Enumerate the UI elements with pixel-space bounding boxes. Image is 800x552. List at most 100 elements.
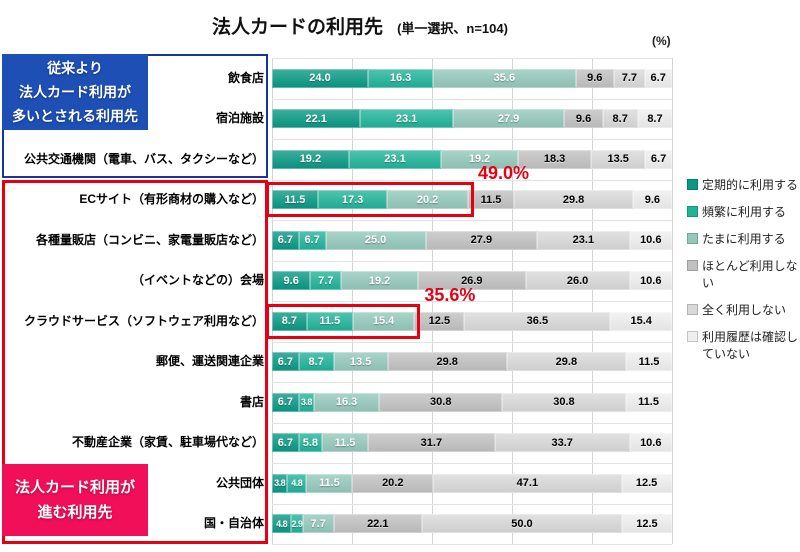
bar-segment: 19.2 xyxy=(441,149,518,169)
bar-segment: 12.5 xyxy=(621,514,672,534)
gridline-horizontal xyxy=(272,544,672,545)
bar-segment: 9.6 xyxy=(272,271,311,291)
callout-line: 法人カード利用が xyxy=(14,479,135,496)
bar-segment: 7.7 xyxy=(302,514,334,534)
legend-swatch xyxy=(687,206,698,217)
legend-swatch xyxy=(687,304,698,315)
bar-segment: 26.0 xyxy=(525,271,630,291)
legend-item: 全く利用しない xyxy=(687,302,799,319)
legend-item: たまに利用する xyxy=(687,231,799,248)
bar-segment: 19.2 xyxy=(341,271,418,291)
legend-label: 利用履歴は確認していない xyxy=(702,330,799,361)
bar-segment: 27.9 xyxy=(425,230,538,250)
bar-segment: 12.5 xyxy=(621,473,672,493)
legend-item: 頻繁に利用する xyxy=(687,204,799,221)
gridline-horizontal xyxy=(272,58,672,59)
chart-title: 法人カードの利用先 xyxy=(212,17,384,38)
gridline-horizontal xyxy=(272,98,672,100)
unit-label: (%) xyxy=(652,34,671,48)
bar-segment: 6.7 xyxy=(644,68,672,88)
bar-segment: 9.6 xyxy=(633,190,672,210)
bar-segment: 8.7 xyxy=(272,311,307,331)
bar-segment: 20.2 xyxy=(352,473,434,493)
legend-swatch xyxy=(687,233,698,244)
bar-segment: 23.1 xyxy=(360,109,453,129)
bar-segment: 4.8 xyxy=(272,514,292,534)
category-label: 宿泊施設 xyxy=(215,111,264,126)
bar-segment: 11.5 xyxy=(321,433,368,453)
bar-segment: 11.5 xyxy=(625,352,672,372)
bar-segment: 6.7 xyxy=(272,433,299,453)
bar-segment: 7.7 xyxy=(613,68,645,88)
legend-swatch xyxy=(687,260,698,271)
legend-label: 全く利用しない xyxy=(702,303,787,317)
legend-item: ほとんど利用しない xyxy=(687,258,799,292)
callout-line: 多いとされる利用先 xyxy=(12,108,138,124)
bar-segment: 19.2 xyxy=(272,149,349,169)
legend-label: 頻繁に利用する xyxy=(702,205,787,219)
callout-line: 法人カード利用が xyxy=(19,84,131,100)
bar-segment: 11.5 xyxy=(625,392,672,412)
bar-segment: 6.7 xyxy=(272,392,299,412)
bar-segment: 3.8 xyxy=(298,392,314,412)
bar-segment: 6.7 xyxy=(298,230,326,250)
bar-segment: 29.8 xyxy=(506,352,626,372)
bar-row: 6.7 3.8 16.3 30.8 30.8 11.5 xyxy=(272,392,672,412)
bar-segment: 17.3 xyxy=(318,190,388,210)
bar-segment: 33.7 xyxy=(494,433,630,453)
gridline-horizontal xyxy=(272,382,672,383)
bar-segment: 11.5 xyxy=(306,473,353,493)
legend-swatch xyxy=(687,331,698,342)
bar-row: 11.5 17.3 20.2 11.5 29.8 9.6 xyxy=(272,190,672,210)
category-label: クラウドサービス（ソフトウェア利用など） xyxy=(23,313,264,328)
traditional-usage-callout: 従来より 法人カード利用が 多いとされる利用先 xyxy=(2,54,148,130)
highlight-rect xyxy=(266,303,421,339)
bar-segment: 30.8 xyxy=(502,392,626,412)
gridline-horizontal xyxy=(272,301,672,302)
bar-segment: 10.6 xyxy=(629,230,672,250)
bar-segment: 10.6 xyxy=(629,433,672,453)
bar-segment: 23.1 xyxy=(537,230,630,250)
bar-row: 9.6 7.7 19.2 26.9 26.0 10.6 xyxy=(272,271,672,291)
category-label: 郵便、運送関連企業 xyxy=(155,354,264,369)
bar-segment: 11.5 xyxy=(272,190,318,210)
category-label: 国・自治体 xyxy=(203,516,264,531)
gridline-horizontal xyxy=(272,503,672,505)
bar-row: 24.0 16.3 35.6 9.6 7.7 6.7 xyxy=(272,68,672,88)
category-label: 飲食店 xyxy=(227,70,264,85)
bar-segment: 12.5 xyxy=(414,311,465,331)
bar-segment: 16.3 xyxy=(368,68,434,88)
gridline-horizontal xyxy=(272,179,672,181)
legend-label: たまに利用する xyxy=(702,232,786,246)
legend-swatch xyxy=(687,179,698,190)
bar-segment: 2.9 xyxy=(291,514,303,534)
category-label: ECサイト（有形商材の購入など） xyxy=(79,192,264,207)
bar-segment: 47.1 xyxy=(433,473,622,493)
category-label: 公共交通機関（電車、バス、タクシーなど） xyxy=(23,151,264,166)
bar-segment: 27.9 xyxy=(452,109,565,129)
gridline-horizontal xyxy=(272,220,672,221)
bar-segment: 25.0 xyxy=(325,230,426,250)
bar-segment: 35.6 xyxy=(433,68,576,88)
category-label: 各種量販店（コンビニ、家電量販店など） xyxy=(35,232,264,247)
bar-segment: 36.5 xyxy=(464,311,611,331)
bar-row: 8.7 11.5 15.4 12.5 36.5 15.4 xyxy=(272,311,672,331)
bar-segment: 22.1 xyxy=(272,109,361,129)
highlight-rect xyxy=(266,182,474,218)
bar-segment: 29.8 xyxy=(387,352,507,372)
bar-row: 3.8 4.8 11.5 20.2 47.1 12.5 xyxy=(272,473,672,493)
bar-segment: 8.7 xyxy=(602,109,638,129)
bar-segment: 11.5 xyxy=(306,311,353,331)
bar-segment: 29.8 xyxy=(513,190,634,210)
bar-row: 19.2 23.1 19.2 18.3 13.5 6.7 xyxy=(272,149,672,169)
bar-segment: 15.4 xyxy=(610,311,672,331)
callout-line: 進む利用先 xyxy=(37,504,113,521)
bar-segment: 9.6 xyxy=(575,68,614,88)
callout-line: 従来より xyxy=(47,60,103,76)
bar-segment: 8.7 xyxy=(637,109,673,129)
bar-segment: 11.5 xyxy=(467,190,514,210)
legend: 定期的に利用する 頻繁に利用する たまに利用する ほとんど利用しない 全く利用しない 利用… xyxy=(687,177,799,373)
bar-segment: 50.0 xyxy=(421,514,622,534)
gridline-vertical xyxy=(672,58,673,544)
